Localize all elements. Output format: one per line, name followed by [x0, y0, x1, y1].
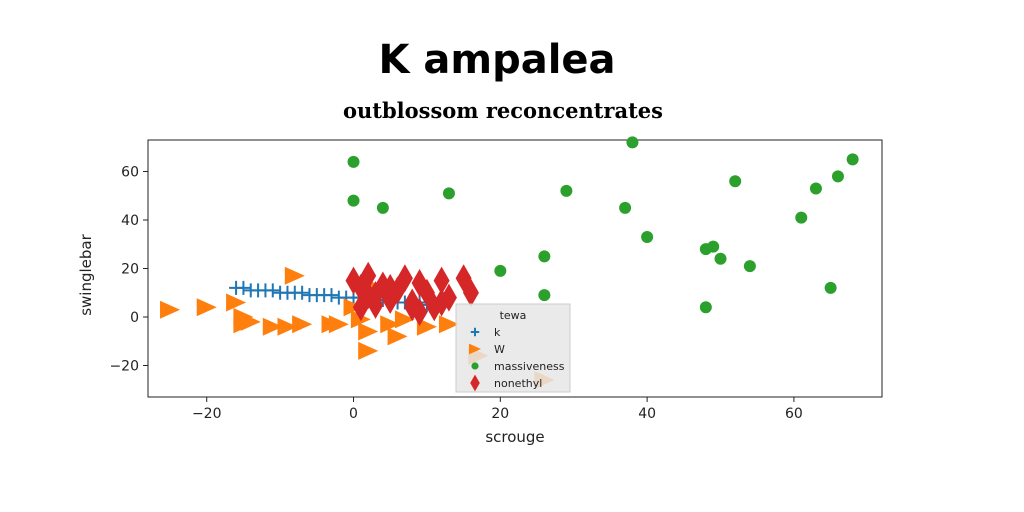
data-point-massiveness [347, 155, 360, 168]
legend-label-massiveness: massiveness [494, 360, 565, 373]
x-tick-label: 60 [785, 406, 803, 422]
data-point-nonethyl [433, 266, 450, 295]
x-tick-label: 0 [349, 406, 358, 422]
data-point-nonethyl [462, 278, 479, 307]
data-point-massiveness [795, 211, 808, 224]
data-point-massiveness [619, 201, 632, 214]
x-tick-label: 40 [638, 406, 656, 422]
data-point-nonethyl [382, 273, 399, 302]
data-point-W [416, 317, 437, 336]
data-point-massiveness [641, 230, 654, 243]
data-point-massiveness [560, 184, 573, 197]
data-point-massiveness [729, 175, 742, 188]
data-point-W [358, 322, 379, 341]
data-point-W [226, 293, 247, 312]
legend-marker-W [469, 343, 481, 355]
data-point-k [265, 283, 280, 298]
chart-suptitle: K ampalea [378, 37, 615, 83]
x-tick-label: 20 [491, 406, 509, 422]
y-tick-label: 0 [130, 310, 139, 326]
chart-title: outblossom reconcentrates [343, 98, 663, 123]
data-point-W [328, 315, 349, 334]
legend-label-k: k [494, 326, 501, 339]
plot-area: −20 0 20 40 60 −20 0 20 40 60 [109, 136, 883, 422]
legend-marker-nonethyl [470, 374, 480, 392]
x-tick-label: −20 [192, 406, 222, 422]
data-point-W [380, 315, 401, 334]
data-point-nonethyl [360, 281, 377, 310]
data-point-massiveness [442, 187, 455, 200]
data-point-massiveness [824, 281, 837, 294]
data-point-W [262, 317, 283, 336]
data-point-W [438, 315, 459, 334]
data-point-nonethyl [396, 264, 413, 293]
y-axis-label: swinglebar [77, 233, 95, 315]
legend-label-nonethyl: nonethyl [494, 377, 542, 390]
data-point-W [387, 327, 408, 346]
data-point-W [284, 266, 305, 285]
data-point-massiveness [707, 240, 720, 253]
data-point-nonethyl [433, 288, 450, 317]
data-point-W [233, 315, 254, 334]
legend-marker-k [470, 327, 480, 337]
data-point-k [236, 280, 251, 295]
data-point-nonethyl [360, 261, 377, 290]
y-tick-label: 20 [121, 262, 139, 278]
legend-marker-massiveness [471, 362, 479, 370]
data-point-W [196, 298, 217, 317]
data-point-W [394, 310, 415, 329]
data-point-k [295, 285, 310, 300]
data-point-massiveness [347, 194, 360, 207]
data-point-W [160, 300, 181, 319]
legend-label-W: W [494, 343, 505, 356]
data-point-massiveness [376, 201, 389, 214]
data-point-massiveness [626, 136, 639, 149]
data-point-massiveness [538, 250, 551, 263]
data-point-massiveness [743, 260, 756, 273]
legend-title: tewa [500, 309, 527, 322]
data-point-k [324, 288, 339, 303]
y-tick-label: 60 [121, 165, 139, 181]
y-tick-label: −20 [109, 358, 139, 374]
data-point-massiveness [846, 153, 859, 166]
data-point-nonethyl [404, 293, 421, 322]
data-point-W [277, 317, 298, 336]
data-point-massiveness [699, 301, 712, 314]
data-point-massiveness [538, 289, 551, 302]
data-point-massiveness [494, 264, 507, 277]
data-point-W [358, 341, 379, 360]
data-point-W [292, 315, 313, 334]
data-point-massiveness [714, 252, 727, 265]
x-axis-label: scrouge [485, 428, 544, 446]
data-point-massiveness [809, 182, 822, 195]
y-tick-label: 40 [121, 213, 139, 229]
data-point-massiveness [831, 170, 844, 183]
